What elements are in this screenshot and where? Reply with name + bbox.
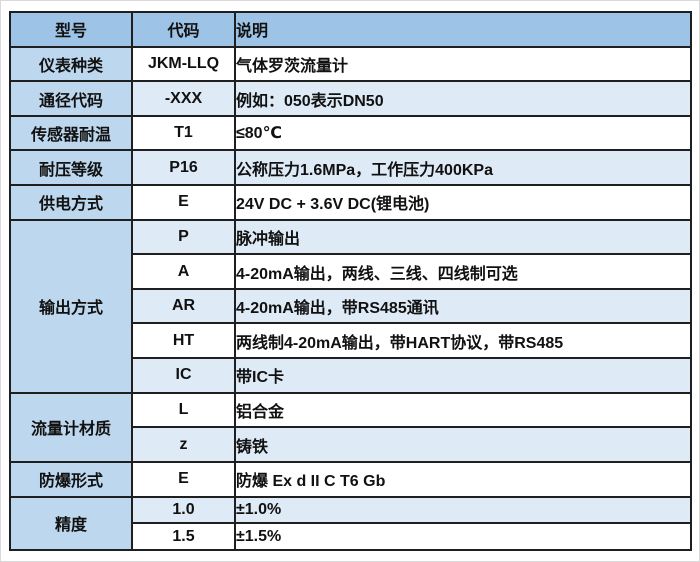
desc-cell: 例如：050表示DN50 — [234, 80, 692, 117]
header-code: 代码 — [131, 11, 236, 48]
table-row: 精度 1.0 ±1.0% — [9, 495, 692, 552]
model-cell: 仪表种类 — [9, 45, 133, 83]
table-row: z 铸铁 — [10, 426, 692, 463]
code-cell: E — [131, 184, 236, 221]
table-row: 流量计材质 L 铝合金 — [9, 391, 692, 463]
table-row: 1.5 ±1.5% — [10, 522, 692, 551]
table-row: 供电方式 E 24V DC + 3.6V DC(锂电池) — [9, 184, 692, 221]
model-cell-output-group: 输出方式 — [9, 218, 133, 394]
desc-cell: 防爆 Ex d II C T6 Gb — [234, 460, 692, 498]
code-cell: L — [131, 391, 236, 429]
header-model: 型号 — [9, 11, 133, 48]
desc-cell: 4-20mA输出，带RS485通讯 — [234, 287, 692, 325]
code-cell: JKM-LLQ — [131, 45, 236, 83]
table-row: A 4-20mA输出，两线、三线、四线制可选 — [10, 253, 692, 290]
table-row: AR 4-20mA输出，带RS485通讯 — [10, 287, 692, 325]
header-row: 型号 代码 说明 — [9, 11, 692, 48]
code-cell: HT — [131, 322, 236, 360]
table-row: 耐压等级 P16 公称压力1.6MPa，工作压力400KPa — [9, 149, 692, 187]
spec-table: 型号 代码 说明 仪表种类 JKM-LLQ 气体罗茨流量计 通径代码 -XXX … — [9, 11, 692, 552]
table-row: HT 两线制4-20mA输出，带HART协议，带RS485 — [10, 322, 692, 360]
desc-cell: 公称压力1.6MPa，工作压力400KPa — [234, 149, 692, 187]
code-cell: 1.5 — [131, 522, 236, 551]
code-cell: -XXX — [131, 80, 236, 117]
code-cell: z — [131, 426, 236, 463]
model-cell: 防爆形式 — [9, 460, 133, 498]
desc-cell: 两线制4-20mA输出，带HART协议，带RS485 — [234, 322, 692, 360]
table-row: IC 带IC卡 — [10, 357, 692, 394]
desc-cell: 带IC卡 — [234, 357, 692, 394]
code-cell: A — [131, 253, 236, 290]
desc-cell: 气体罗茨流量计 — [234, 45, 692, 83]
model-cell: 供电方式 — [9, 184, 133, 221]
desc-cell: 脉冲输出 — [234, 218, 692, 256]
desc-cell: 铝合金 — [234, 391, 692, 429]
desc-cell: 24V DC + 3.6V DC(锂电池) — [234, 184, 692, 221]
table-row: 通径代码 -XXX 例如：050表示DN50 — [9, 80, 692, 117]
code-cell: AR — [131, 287, 236, 325]
code-cell: IC — [131, 357, 236, 394]
code-cell: P — [131, 218, 236, 256]
table-row: 仪表种类 JKM-LLQ 气体罗茨流量计 — [9, 45, 692, 83]
model-cell: 传感器耐温 — [9, 114, 133, 152]
model-cell: 通径代码 — [9, 80, 133, 117]
model-cell-material-group: 流量计材质 — [9, 391, 133, 463]
desc-cell: 铸铁 — [234, 426, 692, 463]
desc-cell: 4-20mA输出，两线、三线、四线制可选 — [234, 253, 692, 290]
desc-cell: ±1.5% — [234, 522, 692, 551]
header-desc: 说明 — [234, 11, 692, 48]
code-cell: E — [131, 460, 236, 498]
table-row: 传感器耐温 T1 ≤80℃ — [9, 114, 692, 152]
model-cell-accuracy-group: 精度 — [9, 495, 133, 552]
code-cell: 1.0 — [131, 495, 236, 525]
code-cell: P16 — [131, 149, 236, 187]
table-row: 输出方式 P 脉冲输出 — [9, 218, 692, 394]
code-cell: T1 — [131, 114, 236, 152]
table-row: 防爆形式 E 防爆 Ex d II C T6 Gb — [9, 460, 692, 498]
desc-cell: ±1.0% — [234, 495, 692, 525]
model-cell: 耐压等级 — [9, 149, 133, 187]
desc-cell: ≤80℃ — [234, 114, 692, 152]
